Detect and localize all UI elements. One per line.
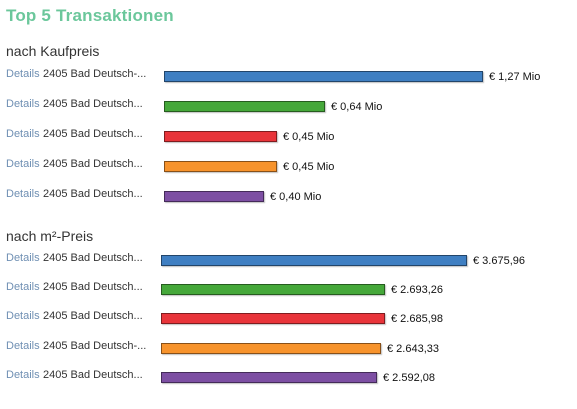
bar — [161, 343, 381, 354]
value-label: € 0,40 Mio — [270, 191, 322, 203]
value-label: € 3.675,96 — [473, 255, 525, 267]
details-link[interactable]: Details — [6, 340, 40, 352]
value-label: € 0,45 Mio — [283, 161, 335, 173]
details-link[interactable]: Details — [6, 310, 40, 322]
category-label: 2405 Bad Deutsch-... — [43, 68, 147, 80]
value-label: € 0,64 Mio — [331, 101, 383, 113]
value-label: € 2.592,08 — [383, 372, 435, 384]
transaction-row: Details 2405 Bad Deutsch... € 3.675,96 — [6, 250, 571, 270]
category-label: 2405 Bad Deutsch... — [43, 281, 143, 293]
bar — [161, 255, 467, 266]
category-label: 2405 Bad Deutsch-... — [43, 340, 147, 352]
details-link[interactable]: Details — [6, 68, 40, 80]
details-link[interactable]: Details — [6, 369, 40, 381]
page-title: Top 5 Transaktionen — [6, 6, 174, 25]
value-label: € 0,45 Mio — [283, 131, 335, 143]
transaction-row: Details 2405 Bad Deutsch... € 2.693,26 — [6, 279, 571, 299]
transaction-row: Details 2405 Bad Deutsch... € 0,64 Mio — [6, 96, 571, 116]
category-label: 2405 Bad Deutsch... — [43, 98, 143, 110]
bar — [164, 131, 277, 142]
details-link[interactable]: Details — [6, 188, 40, 200]
value-label: € 2.643,33 — [387, 343, 439, 355]
transaction-row: Details 2405 Bad Deutsch... € 0,40 Mio — [6, 186, 571, 206]
transaction-row: Details 2405 Bad Deutsch... € 0,45 Mio — [6, 126, 571, 146]
category-label: 2405 Bad Deutsch... — [43, 252, 143, 264]
transaction-row: Details 2405 Bad Deutsch... € 2.592,08 — [6, 367, 571, 387]
details-link[interactable]: Details — [6, 98, 40, 110]
bar — [161, 372, 377, 383]
category-label: 2405 Bad Deutsch... — [43, 310, 143, 322]
chart-title-1: nach Kaufpreis — [6, 43, 100, 59]
bar — [164, 191, 264, 202]
transaction-row: Details 2405 Bad Deutsch... € 0,45 Mio — [6, 156, 571, 176]
bar — [164, 101, 325, 112]
value-label: € 1,27 Mio — [489, 71, 541, 83]
details-link[interactable]: Details — [6, 158, 40, 170]
details-link[interactable]: Details — [6, 252, 40, 264]
bar — [164, 71, 483, 82]
transaction-row: Details 2405 Bad Deutsch-... € 1,27 Mio — [6, 66, 571, 86]
bar — [161, 313, 385, 324]
details-link[interactable]: Details — [6, 281, 40, 293]
bar — [164, 161, 277, 172]
transaction-row: Details 2405 Bad Deutsch-... € 2.643,33 — [6, 338, 571, 358]
value-label: € 2.693,26 — [391, 284, 443, 296]
category-label: 2405 Bad Deutsch... — [43, 369, 143, 381]
chart-title-2: nach m²-Preis — [6, 228, 94, 244]
category-label: 2405 Bad Deutsch... — [43, 188, 143, 200]
category-label: 2405 Bad Deutsch... — [43, 128, 143, 140]
bar — [161, 284, 385, 295]
transaction-row: Details 2405 Bad Deutsch... € 2.685,98 — [6, 308, 571, 328]
value-label: € 2.685,98 — [391, 313, 443, 325]
details-link[interactable]: Details — [6, 128, 40, 140]
category-label: 2405 Bad Deutsch... — [43, 158, 143, 170]
